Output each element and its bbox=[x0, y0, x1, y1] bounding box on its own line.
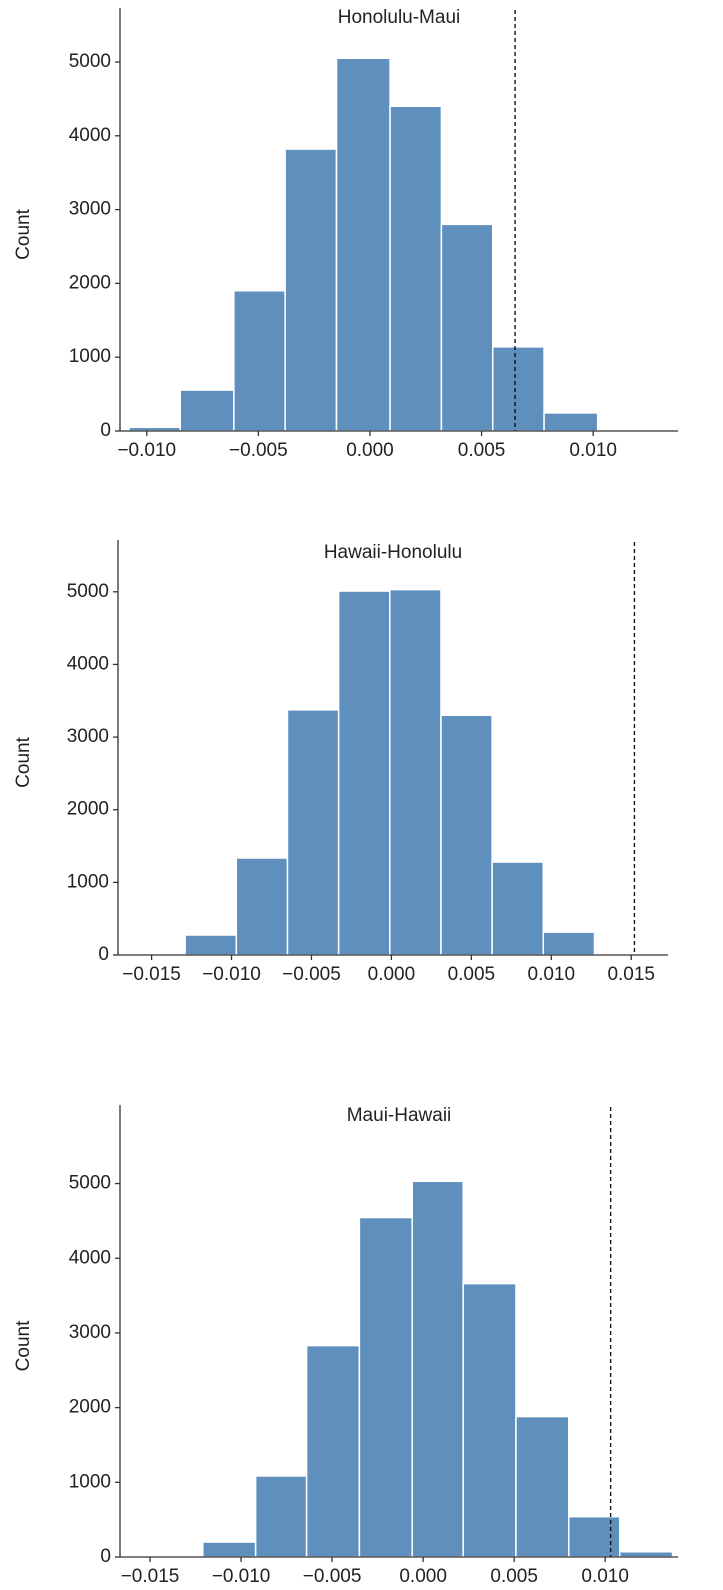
y-tick-label: 3000 bbox=[69, 1322, 111, 1343]
bar bbox=[411, 1180, 464, 1558]
bar bbox=[440, 223, 494, 432]
bar bbox=[337, 590, 391, 956]
bar bbox=[233, 290, 286, 432]
chart-title: Maui-Hawaii bbox=[347, 1105, 452, 1126]
x-tick-label: 0.010 bbox=[581, 1566, 629, 1587]
x-tick-label: 0.000 bbox=[399, 1566, 447, 1587]
x-tick-label: 0.005 bbox=[458, 440, 506, 461]
x-tick-label: 0.010 bbox=[528, 964, 576, 985]
bar bbox=[389, 105, 443, 432]
x-tick-label: 0.000 bbox=[368, 964, 416, 985]
bar bbox=[542, 931, 596, 956]
y-tick-label: 4000 bbox=[69, 1247, 111, 1268]
y-tick-label: 5000 bbox=[67, 581, 109, 602]
x-tick-label: −0.005 bbox=[229, 440, 288, 461]
y-tick-label: 3000 bbox=[69, 199, 111, 220]
bar bbox=[462, 1282, 517, 1558]
y-axis-label: Count bbox=[13, 736, 34, 787]
y-tick-label: 2000 bbox=[69, 272, 111, 293]
y-tick-label: 3000 bbox=[67, 726, 109, 747]
bar bbox=[491, 346, 545, 432]
x-tick-label: −0.015 bbox=[122, 964, 181, 985]
y-axis-label: Count bbox=[13, 1320, 34, 1371]
bar bbox=[543, 412, 599, 432]
y-tick-label: 4000 bbox=[67, 653, 109, 674]
bar bbox=[389, 588, 442, 956]
x-tick-label: 0.015 bbox=[607, 964, 655, 985]
y-tick-label: 0 bbox=[100, 420, 111, 441]
x-tick-label: 0.005 bbox=[490, 1566, 538, 1587]
bar bbox=[202, 1541, 257, 1558]
bar bbox=[286, 709, 340, 956]
bar bbox=[254, 1475, 308, 1558]
x-tick-label: −0.010 bbox=[117, 440, 176, 461]
bar bbox=[284, 148, 338, 432]
y-tick-label: 1000 bbox=[69, 346, 111, 367]
bar bbox=[515, 1415, 570, 1558]
y-tick-label: 5000 bbox=[69, 51, 111, 72]
x-tick-label: −0.005 bbox=[282, 964, 341, 985]
bar bbox=[235, 857, 289, 956]
x-tick-label: 0.005 bbox=[448, 964, 496, 985]
y-axis-label: Count bbox=[13, 208, 34, 259]
x-tick-label: −0.005 bbox=[303, 1566, 362, 1587]
y-tick-label: 4000 bbox=[69, 125, 111, 146]
y-tick-label: 2000 bbox=[67, 799, 109, 820]
bar bbox=[305, 1344, 361, 1558]
y-tick-label: 0 bbox=[100, 1546, 111, 1567]
bar bbox=[358, 1216, 413, 1558]
bar bbox=[568, 1515, 621, 1558]
bar bbox=[335, 57, 391, 432]
bar bbox=[491, 861, 545, 956]
y-tick-label: 2000 bbox=[69, 1397, 111, 1418]
bar bbox=[440, 714, 493, 956]
x-tick-label: −0.010 bbox=[202, 964, 261, 985]
chart-title: Hawaii-Honolulu bbox=[324, 542, 462, 563]
y-tick-label: 1000 bbox=[67, 871, 109, 892]
y-tick-label: 0 bbox=[98, 944, 109, 965]
bar bbox=[618, 1551, 674, 1558]
x-tick-label: 0.010 bbox=[569, 440, 617, 461]
x-tick-label: 0.000 bbox=[346, 440, 394, 461]
y-tick-label: 1000 bbox=[69, 1471, 111, 1492]
y-tick-label: 5000 bbox=[69, 1173, 111, 1194]
chart-title: Honolulu-Maui bbox=[338, 7, 461, 28]
bar bbox=[179, 389, 235, 432]
x-tick-label: −0.010 bbox=[212, 1566, 271, 1587]
bar bbox=[184, 934, 238, 956]
x-tick-label: −0.015 bbox=[121, 1566, 180, 1587]
